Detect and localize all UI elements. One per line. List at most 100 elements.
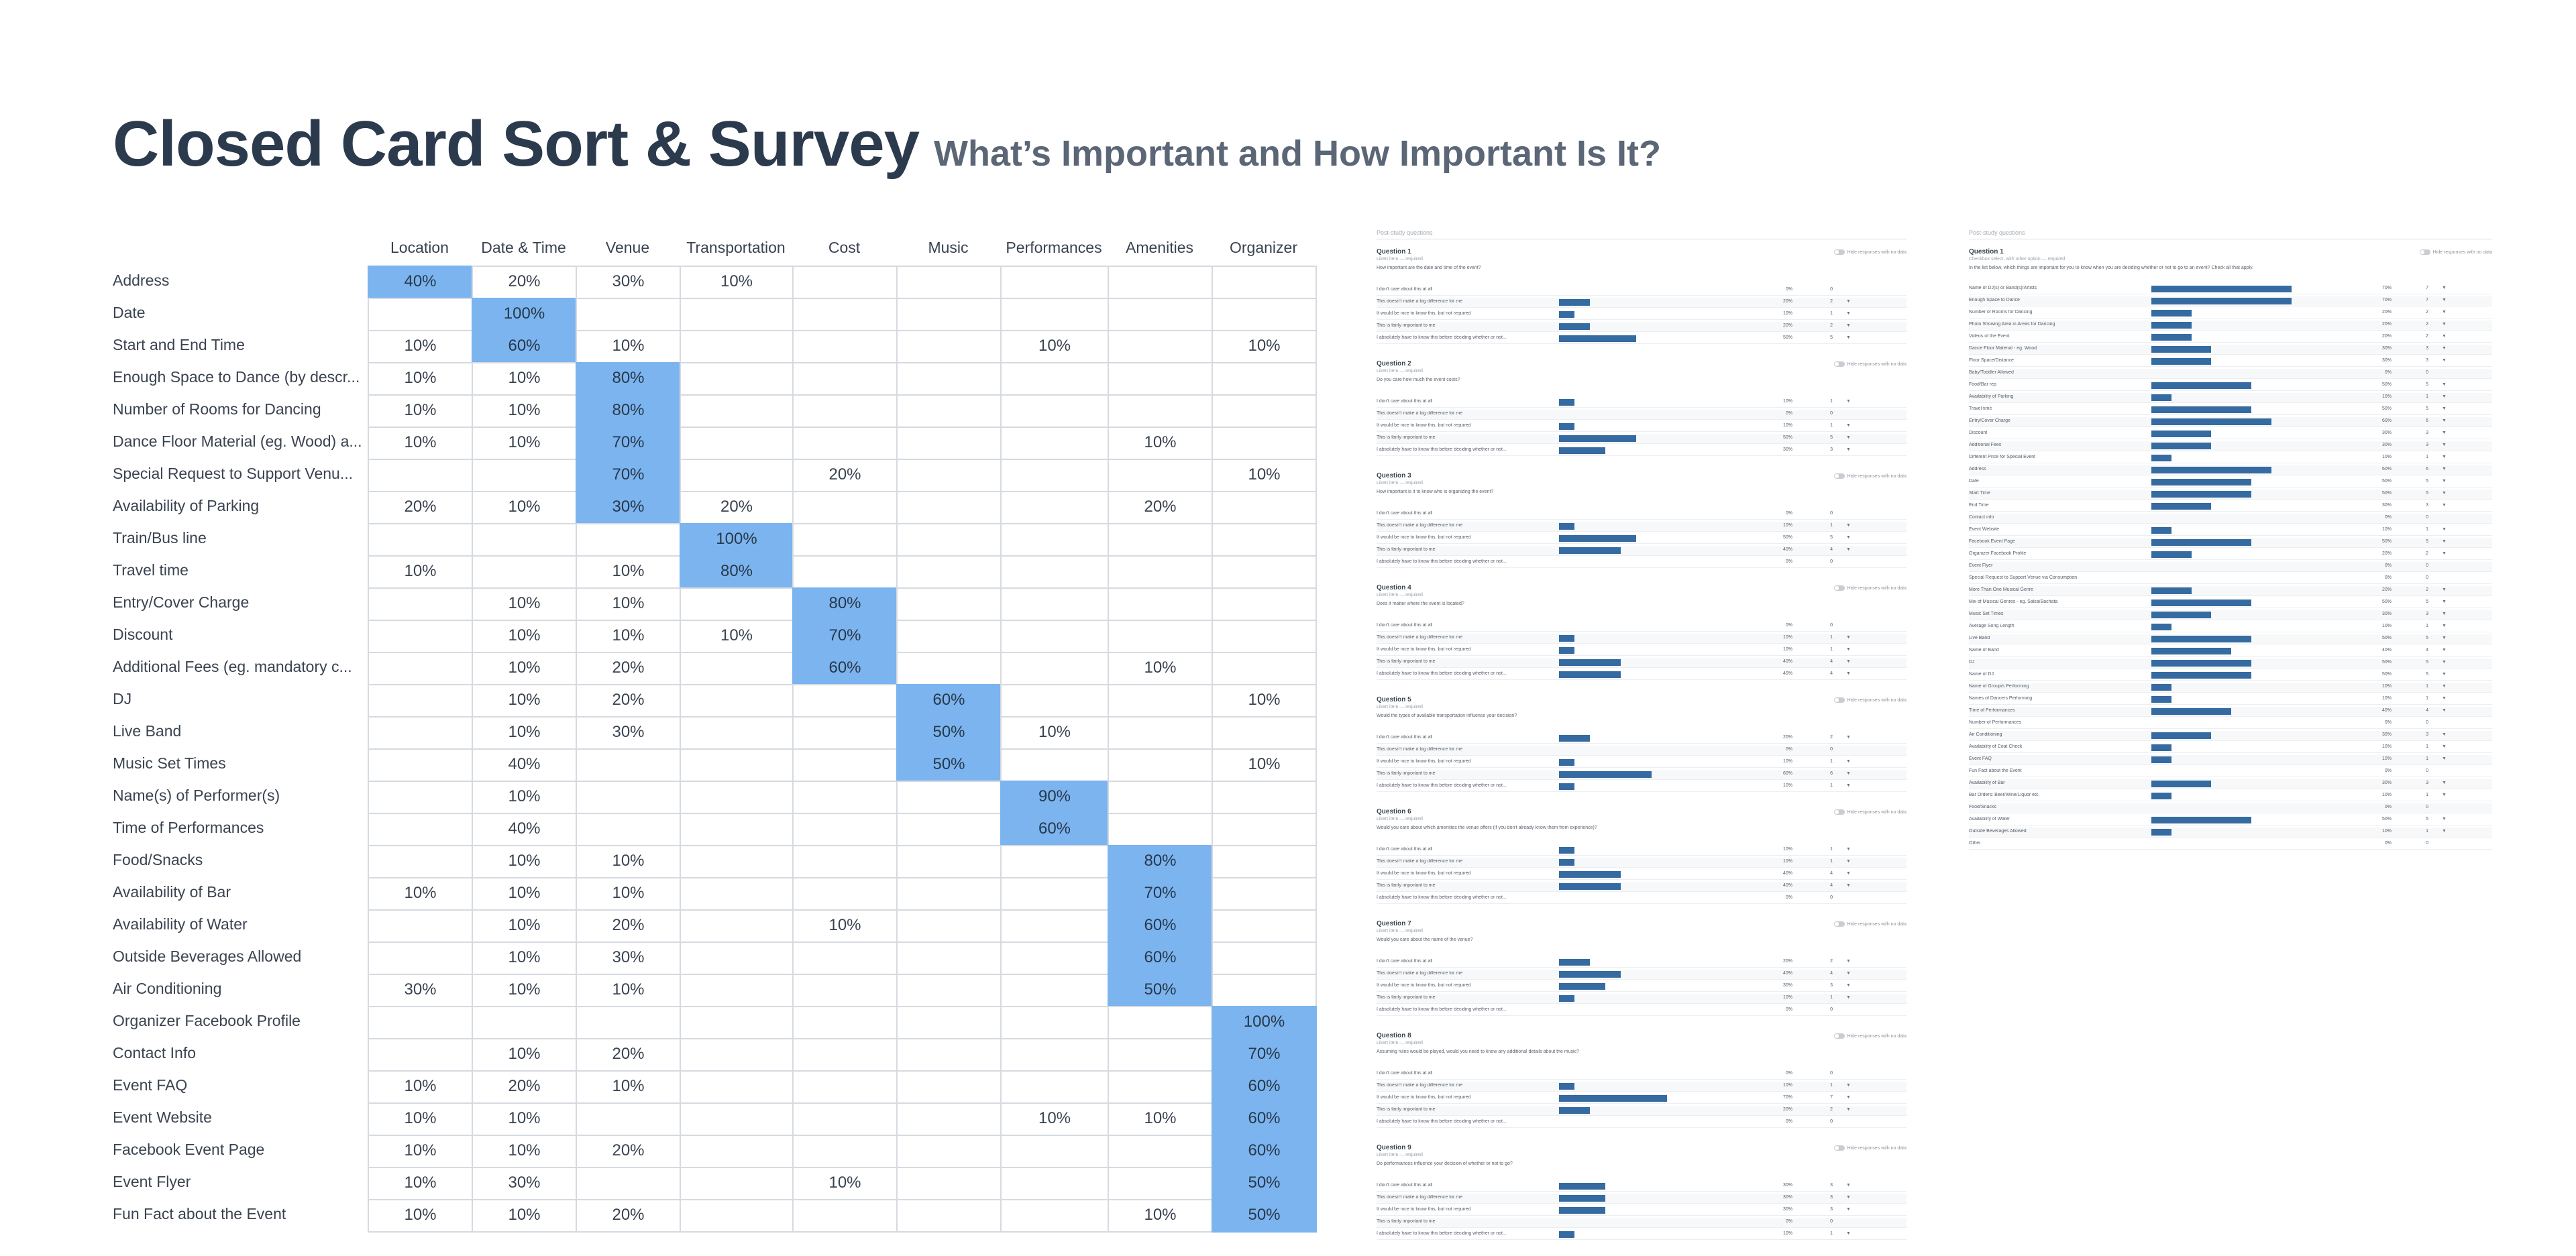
chevron-down-icon[interactable]: ▼ xyxy=(1846,1107,1851,1112)
chevron-down-icon[interactable]: ▼ xyxy=(1846,1231,1851,1236)
chevron-down-icon[interactable]: ▼ xyxy=(1846,659,1851,664)
chevron-down-icon[interactable]: ▼ xyxy=(2442,696,2447,701)
hide-empty-toggle[interactable]: Hide responses with no data xyxy=(1833,473,1907,479)
chevron-down-icon[interactable]: ▼ xyxy=(1846,1095,1851,1100)
chevron-down-icon[interactable]: ▼ xyxy=(1846,1195,1851,1200)
chevron-down-icon[interactable]: ▼ xyxy=(2442,636,2447,640)
chevron-down-icon[interactable]: ▼ xyxy=(2442,684,2447,689)
hide-empty-toggle[interactable]: Hide responses with no data xyxy=(1833,249,1907,255)
hide-empty-toggle[interactable]: Hide responses with no data xyxy=(1833,1033,1907,1039)
chevron-down-icon[interactable]: ▼ xyxy=(2442,527,2447,532)
hide-empty-toggle[interactable]: Hide responses with no data xyxy=(1833,361,1907,367)
chevron-down-icon[interactable]: ▼ xyxy=(1846,759,1851,764)
question-block: Question 1 Likert item — required How impo… xyxy=(1377,248,1907,360)
chevron-down-icon[interactable]: ▼ xyxy=(1846,771,1851,776)
chevron-down-icon[interactable]: ▼ xyxy=(1846,971,1851,976)
answer-percent: 10% xyxy=(1782,399,1792,404)
hide-empty-toggle[interactable]: Hide responses with no data xyxy=(2419,249,2492,255)
chevron-down-icon[interactable]: ▼ xyxy=(1846,1183,1851,1188)
chevron-down-icon[interactable]: ▼ xyxy=(1846,1207,1851,1212)
chevron-down-icon[interactable]: ▼ xyxy=(2442,539,2447,544)
chevron-down-icon[interactable]: ▼ xyxy=(1846,995,1851,1000)
chevron-down-icon[interactable]: ▼ xyxy=(2442,829,2447,834)
chevron-down-icon[interactable]: ▼ xyxy=(1846,783,1851,788)
chevron-down-icon[interactable]: ▼ xyxy=(2442,624,2447,628)
chevron-down-icon[interactable]: ▼ xyxy=(2442,479,2447,483)
chevron-down-icon[interactable]: ▼ xyxy=(1846,635,1851,640)
answer-bar-track xyxy=(2151,744,2351,751)
chevron-down-icon[interactable]: ▼ xyxy=(2442,491,2447,496)
chevron-down-icon[interactable]: ▼ xyxy=(1846,547,1851,552)
chevron-down-icon[interactable]: ▼ xyxy=(2442,648,2447,652)
chevron-down-icon[interactable]: ▼ xyxy=(1846,323,1851,328)
matrix-cell: 10% xyxy=(472,716,577,750)
chevron-down-icon[interactable]: ▼ xyxy=(2442,660,2447,665)
chevron-down-icon[interactable]: ▼ xyxy=(1846,335,1851,340)
chevron-down-icon[interactable]: ▼ xyxy=(2442,334,2447,339)
chevron-down-icon[interactable]: ▼ xyxy=(1846,959,1851,964)
chevron-down-icon[interactable]: ▼ xyxy=(2442,382,2447,387)
chevron-down-icon[interactable]: ▼ xyxy=(2442,455,2447,459)
chevron-down-icon[interactable]: ▼ xyxy=(2442,298,2447,302)
toggle-switch-icon[interactable] xyxy=(1833,585,1845,591)
hide-empty-toggle[interactable]: Hide responses with no data xyxy=(1833,809,1907,815)
toggle-switch-icon[interactable] xyxy=(1833,1033,1845,1039)
chevron-down-icon[interactable]: ▼ xyxy=(2442,600,2447,604)
hide-empty-toggle[interactable]: Hide responses with no data xyxy=(1833,697,1907,703)
toggle-switch-icon[interactable] xyxy=(1833,473,1845,479)
chevron-down-icon[interactable]: ▼ xyxy=(2442,756,2447,761)
chevron-down-icon[interactable]: ▼ xyxy=(2442,587,2447,592)
chevron-down-icon[interactable]: ▼ xyxy=(1846,299,1851,304)
chevron-down-icon[interactable]: ▼ xyxy=(1846,311,1851,316)
chevron-down-icon[interactable]: ▼ xyxy=(1846,847,1851,852)
chevron-down-icon[interactable]: ▼ xyxy=(2442,732,2447,737)
hide-empty-toggle[interactable]: Hide responses with no data xyxy=(1833,921,1907,927)
toggle-switch-icon[interactable] xyxy=(1833,361,1845,367)
chevron-down-icon[interactable]: ▼ xyxy=(2442,744,2447,749)
answer-count: 0 xyxy=(2426,563,2428,568)
chevron-down-icon[interactable]: ▼ xyxy=(2442,346,2447,351)
answer-percent: 50% xyxy=(2381,406,2392,411)
toggle-switch-icon[interactable] xyxy=(1833,809,1845,815)
toggle-switch-icon[interactable] xyxy=(1833,1145,1845,1151)
chevron-down-icon[interactable]: ▼ xyxy=(1846,1083,1851,1088)
chevron-down-icon[interactable]: ▼ xyxy=(1846,859,1851,864)
chevron-down-icon[interactable]: ▼ xyxy=(2442,322,2447,327)
chevron-down-icon[interactable]: ▼ xyxy=(1846,423,1851,428)
chevron-down-icon[interactable]: ▼ xyxy=(2442,551,2447,556)
toggle-switch-icon[interactable] xyxy=(1833,697,1845,703)
chevron-down-icon[interactable]: ▼ xyxy=(1846,671,1851,676)
chevron-down-icon[interactable]: ▼ xyxy=(2442,286,2447,290)
chevron-down-icon[interactable]: ▼ xyxy=(1846,647,1851,652)
chevron-down-icon[interactable]: ▼ xyxy=(1846,983,1851,988)
chevron-down-icon[interactable]: ▼ xyxy=(1846,871,1851,876)
chevron-down-icon[interactable]: ▼ xyxy=(1846,435,1851,440)
chevron-down-icon[interactable]: ▼ xyxy=(1846,883,1851,888)
chevron-down-icon[interactable]: ▼ xyxy=(2442,406,2447,411)
chevron-down-icon[interactable]: ▼ xyxy=(2442,467,2447,471)
matrix-cell: 100% xyxy=(680,523,794,557)
toggle-switch-icon[interactable] xyxy=(1833,921,1845,927)
chevron-down-icon[interactable]: ▼ xyxy=(2442,612,2447,616)
hide-empty-toggle[interactable]: Hide responses with no data xyxy=(1833,1145,1907,1151)
chevron-down-icon[interactable]: ▼ xyxy=(2442,793,2447,797)
chevron-down-icon[interactable]: ▼ xyxy=(2442,708,2447,713)
chevron-down-icon[interactable]: ▼ xyxy=(1846,523,1851,528)
chevron-down-icon[interactable]: ▼ xyxy=(1846,447,1851,452)
chevron-down-icon[interactable]: ▼ xyxy=(2442,672,2447,677)
chevron-down-icon[interactable]: ▼ xyxy=(2442,503,2447,508)
chevron-down-icon[interactable]: ▼ xyxy=(2442,817,2447,821)
chevron-down-icon[interactable]: ▼ xyxy=(2442,418,2447,423)
chevron-down-icon[interactable]: ▼ xyxy=(1846,735,1851,740)
chevron-down-icon[interactable]: ▼ xyxy=(2442,310,2447,315)
hide-empty-toggle[interactable]: Hide responses with no data xyxy=(1833,585,1907,591)
toggle-switch-icon[interactable] xyxy=(1833,249,1845,255)
chevron-down-icon[interactable]: ▼ xyxy=(2442,781,2447,785)
chevron-down-icon[interactable]: ▼ xyxy=(1846,399,1851,404)
toggle-switch-icon[interactable] xyxy=(2419,249,2430,255)
chevron-down-icon[interactable]: ▼ xyxy=(2442,394,2447,399)
chevron-down-icon[interactable]: ▼ xyxy=(1846,535,1851,540)
chevron-down-icon[interactable]: ▼ xyxy=(2442,431,2447,435)
chevron-down-icon[interactable]: ▼ xyxy=(2442,443,2447,447)
chevron-down-icon[interactable]: ▼ xyxy=(2442,358,2447,363)
